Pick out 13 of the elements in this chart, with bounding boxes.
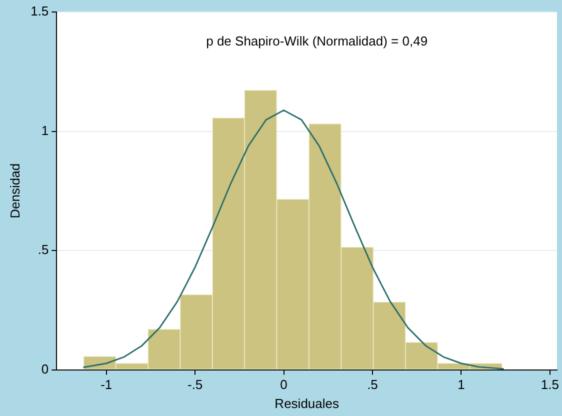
y-tick-label: 1	[41, 122, 49, 138]
y-tick-label: 0	[41, 361, 49, 376]
x-axis-title: Residuales	[274, 396, 340, 411]
y-axis-title: Densidad	[7, 163, 22, 218]
x-tick-label: 1.5	[540, 377, 559, 392]
x-tick-label: 0	[280, 377, 288, 392]
x-tick-label: -.5	[187, 377, 203, 392]
x-tick-label: .5	[367, 377, 378, 392]
x-tick-label: 1	[458, 377, 465, 392]
y-tick-label: 1.5	[30, 4, 49, 19]
annotation: p de Shapiro-Wilk (Normalidad) = 0,49	[206, 34, 428, 49]
y-tick-label: .5	[38, 242, 49, 258]
x-tick-label: -1	[100, 377, 112, 392]
